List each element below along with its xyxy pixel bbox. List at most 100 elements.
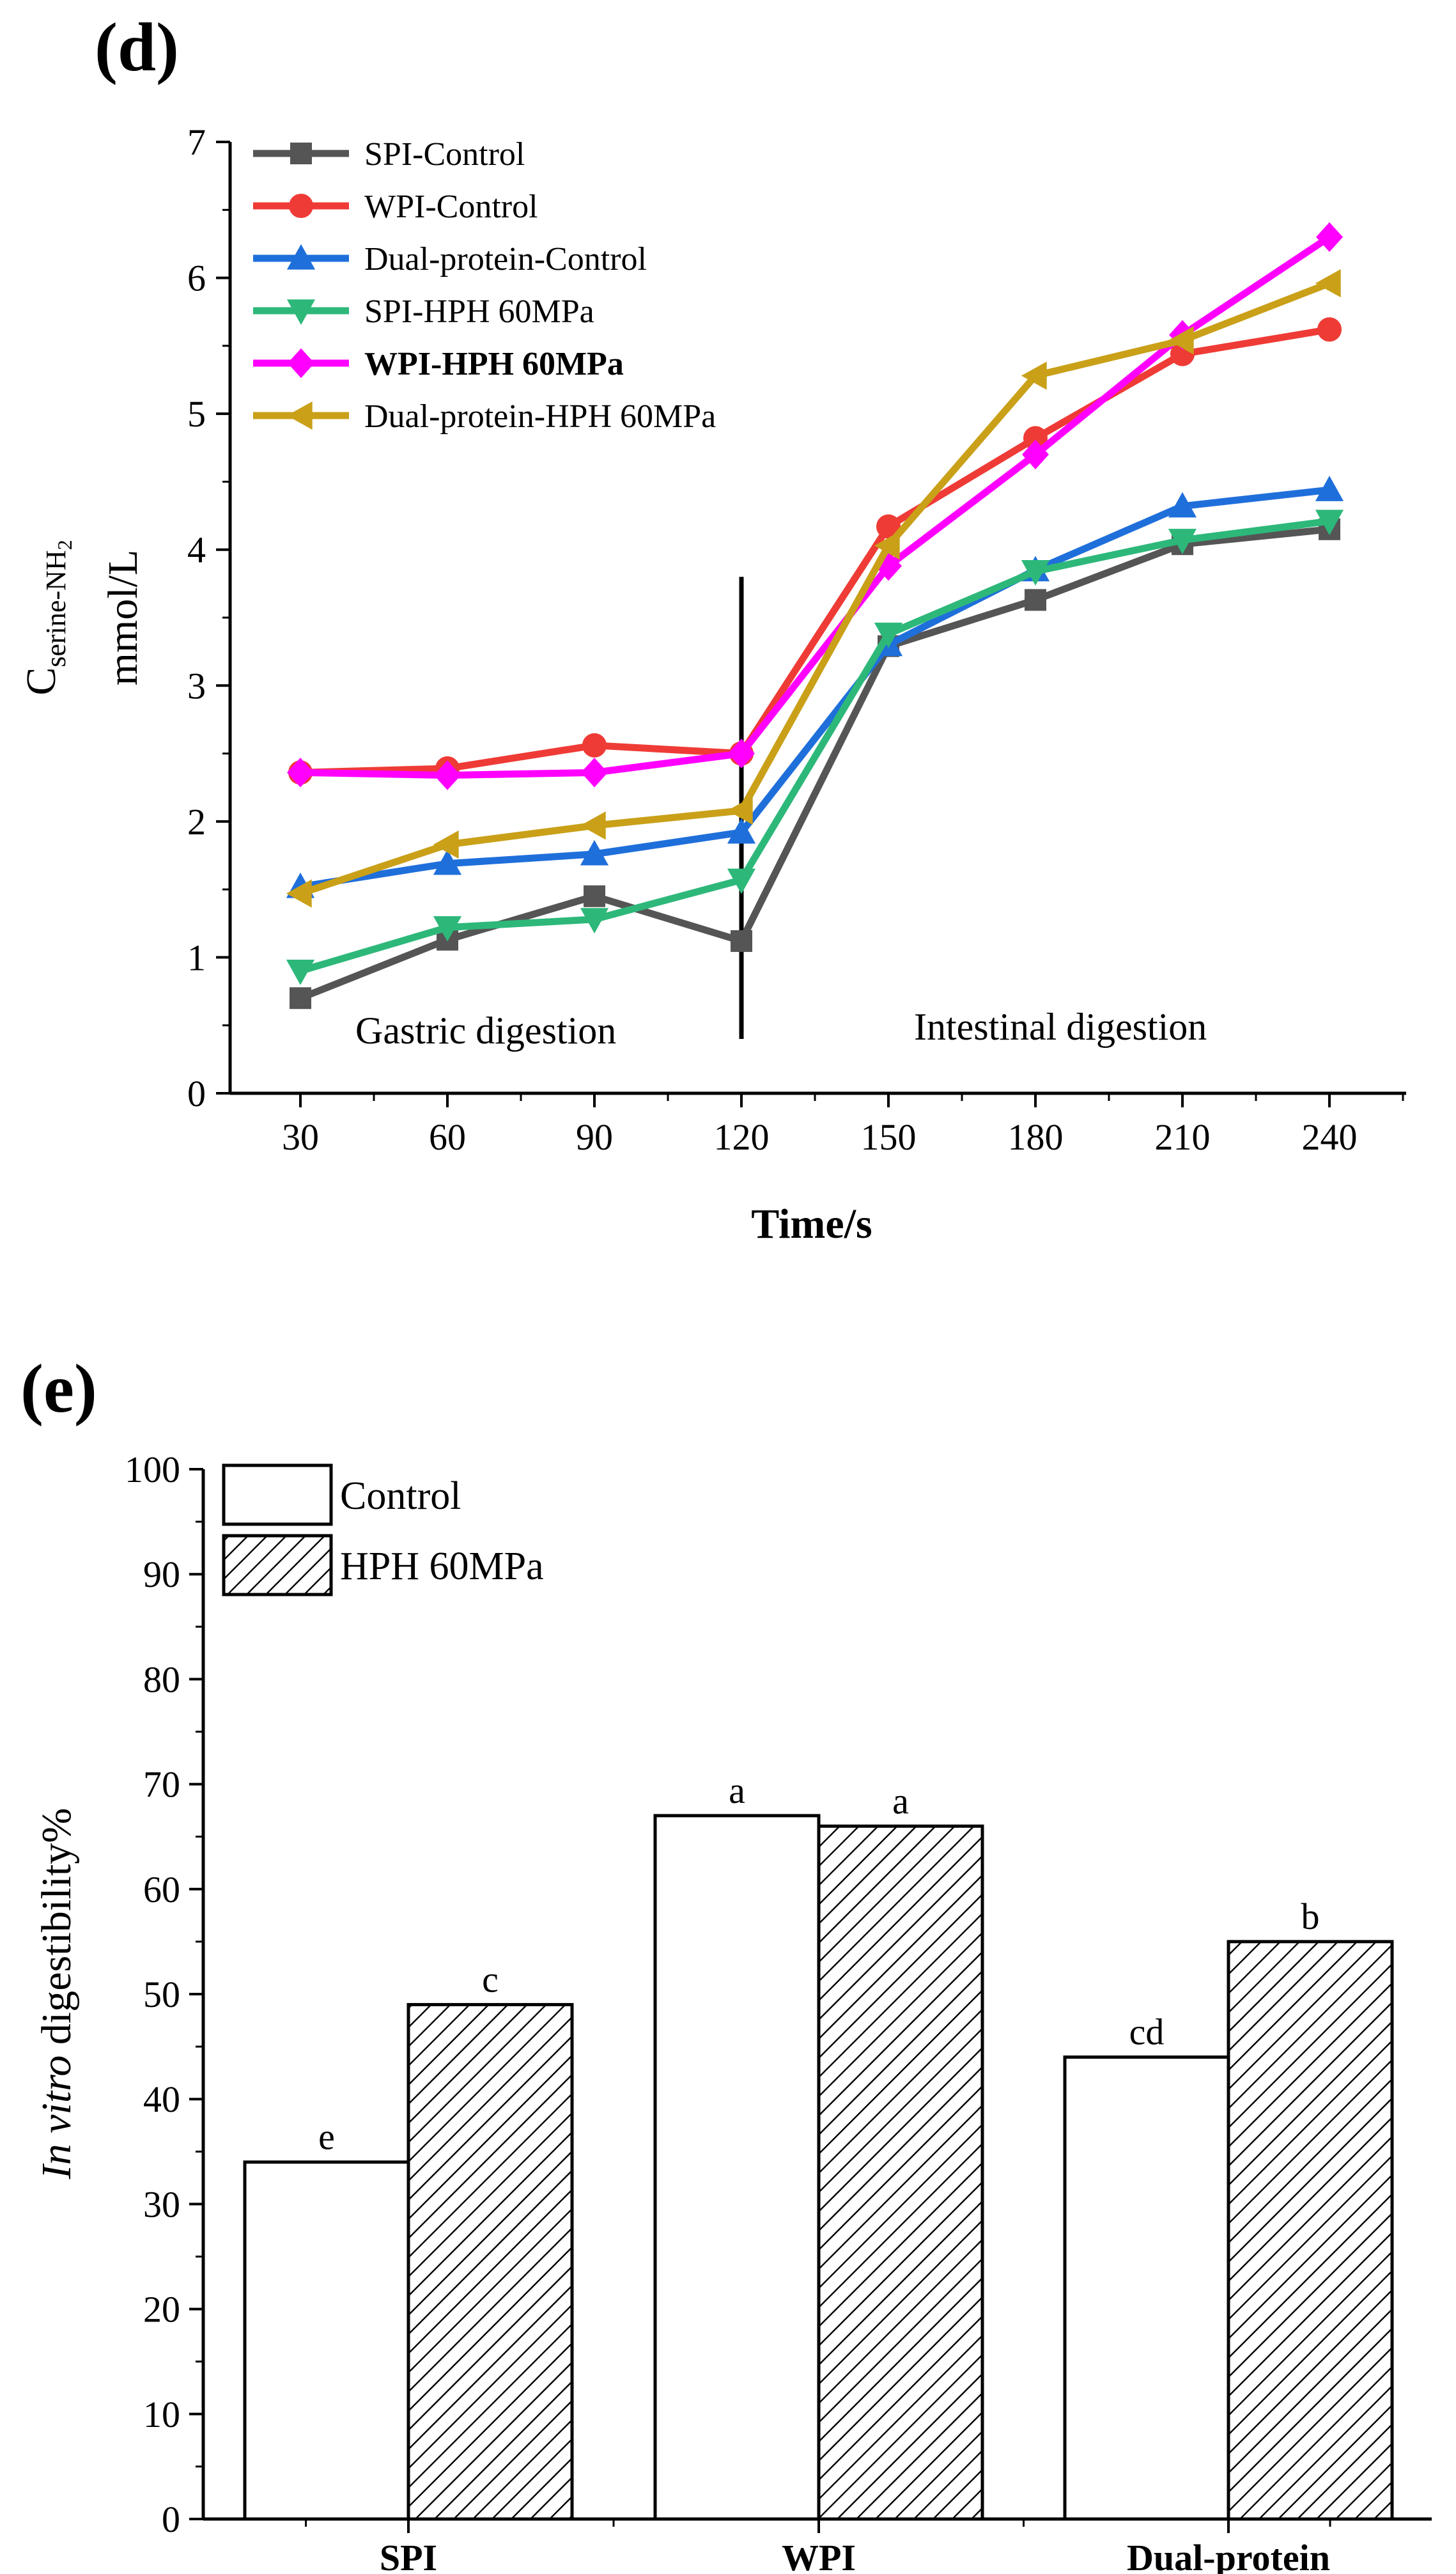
d-x-tick-label: 240 (1302, 1116, 1358, 1158)
e-legend-swatch (222, 1534, 333, 1596)
significance-letter: a (729, 1770, 745, 1811)
d-legend-entry: Dual-protein-Control (253, 241, 647, 277)
data-point-marker (286, 879, 312, 908)
d-y-tick-label: 5 (187, 393, 206, 435)
data-point-marker (433, 916, 462, 942)
data-point-marker (1315, 476, 1344, 501)
data-point-marker (1315, 510, 1344, 536)
e-y-tick-label: 80 (143, 1658, 180, 1700)
data-point-marker (580, 811, 606, 840)
significance-letter: a (892, 1780, 909, 1821)
data-point-marker (580, 839, 609, 866)
d-x-tick-label: 180 (1008, 1116, 1064, 1158)
e-legend-entry: HPH 60MPa (222, 1534, 544, 1596)
series-spi-hph-60mpa (286, 510, 1344, 985)
data-point-marker (1022, 439, 1049, 470)
e-x-tick-label: WPI (782, 2537, 856, 2574)
data-point-marker (1317, 317, 1342, 342)
significance-letter: c (482, 1958, 499, 2000)
series-line (300, 234, 1332, 779)
e-y-tick-label: 90 (143, 1554, 180, 1595)
data-point-marker (876, 514, 901, 539)
bar-dual-protein-hph-60mpa (1227, 1940, 1394, 2521)
e-y-tick-label: 40 (143, 2079, 180, 2120)
data-point-marker (1025, 589, 1046, 611)
region-label-gastric: Gastric digestion (355, 1010, 616, 1052)
data-point-marker (434, 760, 461, 790)
e-legend-swatch (222, 1463, 333, 1526)
data-point-marker (874, 622, 903, 648)
d-legend-entry: SPI-Control (253, 136, 525, 173)
bar-dual-protein-control (1063, 2055, 1230, 2521)
data-point-marker (433, 830, 459, 859)
significance-letter: e (318, 2116, 335, 2158)
svg-text:In vitro digestibility%: In vitro digestibility% (33, 1808, 80, 2180)
data-point-marker (287, 758, 314, 788)
significance-letter: cd (1129, 2011, 1165, 2053)
d-y-axis-title: Cserine-NH2 (18, 540, 76, 695)
d-y-tick-label: 2 (187, 801, 206, 843)
d-series-group (286, 222, 1344, 1010)
data-point-marker (727, 868, 756, 894)
data-point-marker (1168, 492, 1197, 518)
data-point-marker (1023, 426, 1048, 451)
panel-d-label: (d) (95, 10, 179, 86)
data-point-marker (581, 758, 608, 788)
e-legend-label: HPH 60MPa (340, 1545, 544, 1588)
d-x-axis-title: Time/s (751, 1201, 872, 1247)
d-legend-marker (286, 244, 316, 270)
d-legend-marker (286, 401, 313, 430)
d-y-tick-label: 7 (187, 121, 206, 163)
d-legend: SPI-Control WPI-Control Dual-protein-Contr… (253, 136, 716, 435)
series-line (299, 279, 1331, 897)
data-point-marker (728, 738, 755, 768)
data-point-marker (1315, 269, 1341, 298)
bar-spi-hph-60mpa (407, 2002, 574, 2521)
d-ticks-group: 0 1 2 3 4 5 6 7 30 60 90 120 150 180 210 240 (187, 121, 1404, 1158)
d-legend-label: WPI-Control (364, 189, 538, 225)
data-point-marker (727, 818, 756, 844)
d-legend-entry: Dual-protein-HPH 60MPa (253, 398, 716, 435)
data-point-marker (875, 551, 902, 581)
e-y-tick-label: 70 (143, 1764, 180, 1806)
d-x-tick-label: 150 (861, 1116, 917, 1158)
d-legend-label: WPI-HPH 60MPa (364, 346, 624, 382)
e-y-axis-title: In vitro digestibility% (33, 1808, 80, 2180)
d-y-axis-unit: mmol/L (100, 550, 146, 686)
bar-spi-control (243, 2160, 410, 2521)
d-x-tick-label: 90 (576, 1116, 613, 1158)
bar-chart-panel: (e) 0 10 20 30 40 50 60 70 80 90 100 SPI WPI Dual-pro… (20, 1351, 1432, 2574)
data-point-marker (1021, 361, 1047, 390)
series-dual-protein-hph-60mpa (286, 269, 1341, 908)
d-y-tick-label: 0 (187, 1073, 206, 1114)
d-y-tick-label: 4 (187, 529, 206, 571)
data-point-marker (874, 531, 900, 560)
series-line (298, 526, 1330, 1002)
d-ylabel-main: C (18, 667, 65, 696)
series-line (300, 486, 1330, 891)
d-ylabel-unit: mmol/L (100, 550, 146, 686)
d-x-tick-label: 60 (429, 1116, 466, 1158)
e-y-tick-label: 100 (125, 1449, 180, 1490)
region-label-intestinal: Intestinal digestion (914, 1006, 1207, 1048)
d-legend-label: Dual-protein-Control (364, 241, 647, 277)
d-x-tick-label: 120 (714, 1116, 770, 1158)
e-y-tick-label: 50 (143, 1974, 180, 2015)
d-ylabel-subscript-2: 2 (53, 540, 76, 550)
data-point-marker (582, 733, 607, 758)
e-y-tick-label: 60 (143, 1869, 180, 1910)
d-x-tick-label: 30 (282, 1116, 319, 1158)
e-y-tick-label: 30 (143, 2183, 180, 2225)
e-ylabel-italic: In vitro (33, 2055, 80, 2180)
series-line (300, 325, 1330, 776)
e-y-tick-label: 20 (143, 2289, 180, 2330)
line-chart-panel: (d) 0 1 2 3 4 5 6 7 30 60 90 120 150 180 210 240 Gastri… (18, 10, 1406, 1247)
data-point-marker (286, 960, 315, 985)
data-point-marker (1316, 222, 1343, 253)
e-legend-label: Control (340, 1474, 461, 1518)
d-ylabel-subscript: serine-NH (40, 550, 72, 667)
d-legend-entry: WPI-HPH 60MPa (253, 346, 624, 382)
bar-wpi-control (653, 1814, 821, 2521)
data-point-marker (433, 849, 462, 875)
e-legend-entry: Control (222, 1463, 461, 1526)
